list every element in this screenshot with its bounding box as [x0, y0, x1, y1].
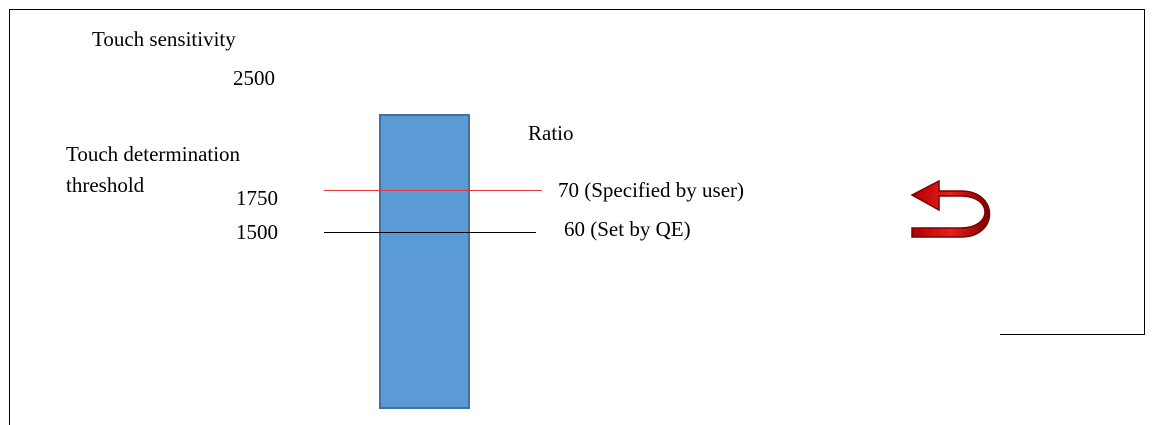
touch-determination-label: Touch determination — [66, 142, 241, 166]
sensitivity-value-label: 2500 — [233, 66, 275, 90]
curved-u-turn-arrow-icon — [910, 180, 991, 238]
user-threshold-line — [324, 190, 542, 191]
frame-bottom-border — [1000, 334, 1145, 335]
user-threshold-value-label: 1750 — [236, 186, 278, 210]
frame-top-border — [9, 9, 1145, 10]
frame-right-border — [1144, 9, 1145, 335]
ratio-header-label: Ratio — [528, 121, 574, 145]
sensor-count-bar — [379, 114, 470, 409]
qe-threshold-line — [324, 232, 536, 233]
touch-sensitivity-label: Touch sensitivity — [92, 27, 236, 51]
qe-threshold-value-label: 1500 — [236, 220, 278, 244]
threshold-label: threshold — [66, 173, 145, 197]
frame-left-border — [9, 9, 10, 425]
user-ratio-label: 70 (Specified by user) — [558, 178, 745, 202]
qe-ratio-label: 60 (Set by QE) — [564, 217, 691, 241]
